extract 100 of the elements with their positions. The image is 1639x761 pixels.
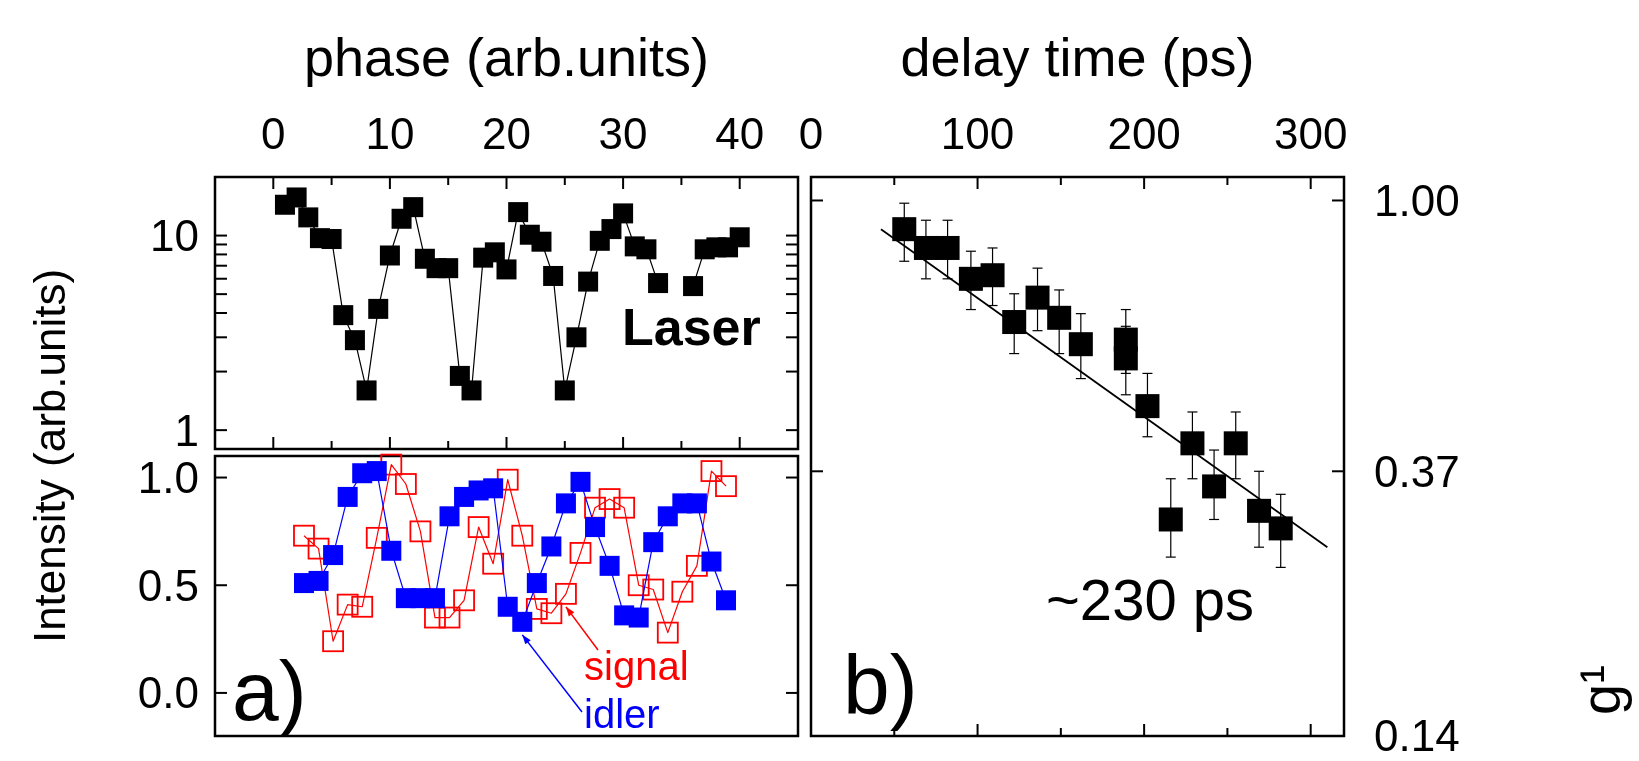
annotation: ~230 ps: [1046, 567, 1255, 632]
series-label: idler: [584, 692, 660, 736]
annotation: a): [232, 644, 307, 738]
point: [461, 380, 482, 401]
point: [298, 207, 319, 228]
point: [333, 305, 354, 326]
point: [892, 217, 917, 242]
point: [671, 580, 694, 603]
point: [526, 573, 547, 594]
point: [438, 258, 459, 279]
point: [642, 578, 665, 601]
y-tick-label: 10: [150, 210, 199, 260]
point: [1223, 431, 1248, 456]
x-tick-label: 20: [482, 109, 531, 158]
x-tick-label: 300: [1273, 109, 1348, 158]
point: [958, 266, 983, 291]
point: [570, 471, 591, 492]
y-tick-label: 1.0: [137, 452, 199, 502]
point: [599, 555, 620, 576]
x-tick-label: 0: [261, 109, 286, 158]
point: [1068, 332, 1093, 357]
point: [321, 229, 342, 250]
point: [613, 496, 636, 519]
point: [323, 545, 344, 566]
x-axis-title: phase (arb.units): [303, 27, 710, 87]
y-tick-label: 1.00: [1374, 175, 1460, 225]
point: [716, 590, 736, 611]
point: [365, 526, 388, 549]
point: [351, 595, 374, 618]
x-tick-label: 200: [1107, 109, 1181, 158]
point: [554, 380, 575, 401]
annotation: b): [843, 638, 918, 732]
point: [613, 203, 634, 224]
point: [531, 231, 552, 252]
point: [715, 475, 737, 498]
y-tick-label: 0.5: [137, 560, 199, 610]
point: [336, 593, 359, 616]
point: [541, 536, 562, 557]
point: [482, 552, 505, 575]
point: [569, 542, 592, 564]
point: [648, 273, 669, 294]
point: [1113, 346, 1138, 371]
y-tick-label: 0.0: [137, 668, 199, 718]
x-tick-label: 100: [940, 109, 1015, 158]
point: [1268, 516, 1293, 541]
point: [566, 327, 587, 348]
point: [1180, 431, 1205, 456]
x-tick-label: 40: [715, 109, 765, 158]
point: [394, 473, 417, 495]
point: [636, 239, 657, 260]
point: [627, 574, 650, 597]
point: [729, 227, 750, 248]
x-tick-label: 10: [365, 109, 415, 158]
point: [379, 245, 400, 266]
point: [980, 263, 1005, 288]
y-tick-label: 0.14: [1374, 711, 1460, 761]
point: [585, 517, 606, 538]
point: [686, 493, 707, 514]
point: [380, 453, 403, 476]
point: [700, 460, 723, 482]
point: [1202, 474, 1227, 499]
point: [525, 598, 548, 620]
point: [578, 271, 599, 292]
point: [628, 607, 649, 628]
point: [409, 520, 432, 543]
point: [1002, 310, 1027, 335]
x-axis-title: delay time (ps): [900, 27, 1255, 87]
point: [643, 532, 664, 553]
x-tick-label: 30: [598, 109, 648, 158]
legend-label: signal: [584, 644, 689, 688]
point: [540, 602, 563, 625]
point: [453, 589, 475, 612]
point: [424, 606, 446, 629]
point: [368, 298, 389, 319]
point: [308, 570, 329, 591]
y-tick-label: 1: [174, 405, 199, 455]
point: [307, 537, 330, 560]
point: [337, 486, 358, 507]
point: [686, 554, 708, 577]
x-tick-label: 0: [798, 109, 824, 158]
point: [496, 468, 519, 491]
point: [483, 478, 504, 499]
point: [356, 380, 377, 401]
legend-label: Laser: [622, 298, 761, 356]
point: [497, 596, 518, 617]
point: [935, 235, 960, 260]
point: [293, 524, 315, 547]
point: [656, 621, 679, 644]
point: [512, 611, 533, 632]
point: [496, 259, 517, 280]
point: [403, 197, 424, 218]
point: [601, 219, 622, 240]
y-tick-label: 0.37: [1374, 446, 1460, 496]
point: [438, 606, 461, 629]
point: [508, 202, 529, 223]
point: [1158, 507, 1183, 532]
point: [366, 461, 387, 482]
point: [439, 506, 460, 527]
point: [1025, 285, 1050, 310]
point: [1247, 498, 1272, 523]
